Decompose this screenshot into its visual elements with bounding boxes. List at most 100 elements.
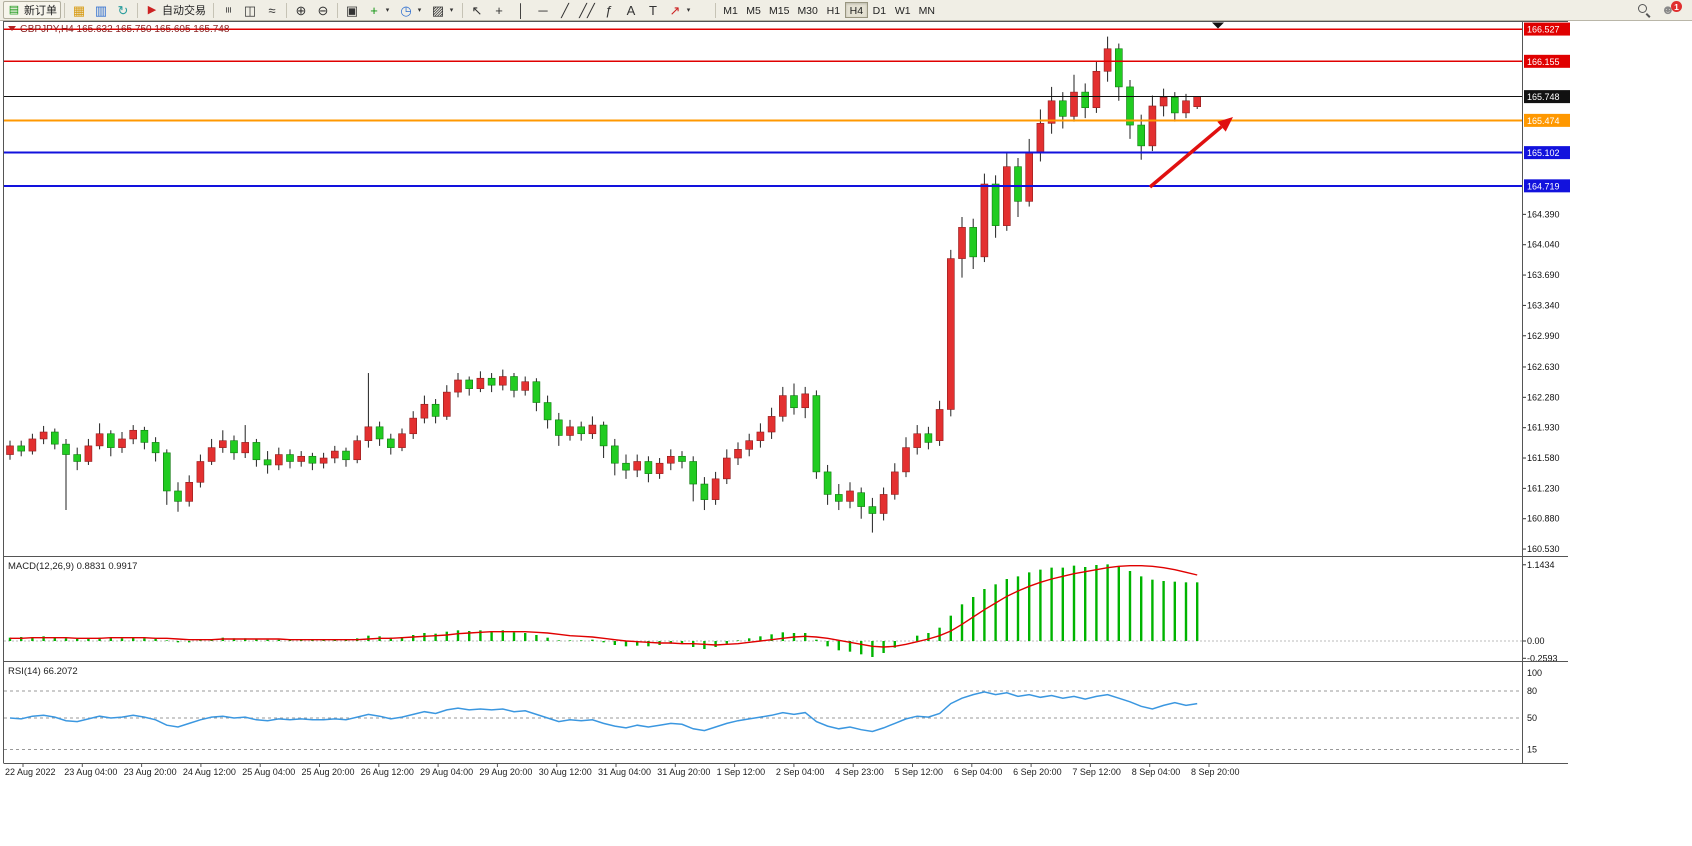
candle	[50, 431, 59, 445]
svg-text:1.1434: 1.1434	[1527, 560, 1555, 570]
chevron-down-icon: ▾	[449, 7, 454, 14]
candle	[476, 377, 485, 389]
zoom-out-button[interactable]: ⊖	[312, 1, 334, 19]
candle	[398, 433, 406, 448]
timeframe-m30-button[interactable]: M30	[793, 2, 821, 18]
profiles-button[interactable]: ▥	[90, 1, 112, 19]
tile-windows-button[interactable]: ▣	[341, 1, 363, 19]
crosshair-icon: +	[495, 2, 503, 18]
trend-arrow-annotation[interactable]	[1148, 117, 1233, 189]
channel-button[interactable]: ╱╱	[576, 1, 598, 19]
zoom-in-button[interactable]: ⊕	[290, 1, 312, 19]
crosshair-button[interactable]: +	[488, 1, 510, 19]
timeframe-h4-button[interactable]: H4	[844, 2, 868, 18]
refresh-button[interactable]: ↻	[112, 1, 134, 19]
timeframe-w1-button[interactable]: W1	[891, 2, 915, 18]
candle	[1103, 48, 1112, 72]
svg-text:161.930: 161.930	[1527, 423, 1560, 433]
vertical-line-button[interactable]: │	[510, 1, 532, 19]
candle	[778, 395, 787, 417]
candle	[375, 426, 384, 440]
horizontal-line-button[interactable]: ─	[532, 1, 554, 19]
bar-chart-button[interactable]: ≡	[217, 1, 239, 19]
candle	[420, 403, 429, 419]
toolbar-right-icons: ☻ 1	[1637, 1, 1689, 18]
candle	[599, 424, 608, 447]
support-resistance-lines[interactable]	[4, 28, 1522, 187]
candle	[1081, 91, 1089, 109]
candle	[834, 494, 843, 502]
new-order-button[interactable]: ▤ 新订单	[3, 1, 61, 19]
vertical-line-icon: │	[516, 2, 526, 18]
time-axis[interactable]: 22 Aug 2022 23 Aug 04:00 23 Aug 20:00 24 Au…	[5, 764, 1240, 777]
svg-text:8 Sep 04:00: 8 Sep 04:00	[1132, 767, 1181, 777]
toolbar-separator	[715, 2, 716, 18]
candle	[487, 377, 496, 386]
macd-label: MACD(12,26,9) 0.8831 0.9917	[8, 561, 137, 572]
candle	[1025, 152, 1033, 202]
toolbar-separator	[64, 2, 65, 18]
candle	[543, 402, 552, 421]
candle	[1171, 97, 1179, 114]
svg-text:30 Aug 12:00: 30 Aug 12:00	[539, 767, 592, 777]
candle	[207, 447, 216, 462]
text-label-button[interactable]: T	[642, 1, 664, 19]
candle	[958, 227, 966, 259]
candlestick-chart-button[interactable]: ◫	[239, 1, 261, 19]
account-button[interactable]: ☻ 1	[1661, 1, 1682, 18]
candlestick-chart-icon: ◫	[243, 2, 257, 18]
new-order-icon: ▤	[8, 3, 20, 16]
svg-text:23 Aug 20:00: 23 Aug 20:00	[124, 767, 177, 777]
candle	[185, 481, 193, 502]
price-axis-label-box	[1524, 113, 1570, 127]
svg-text:164.719: 164.719	[1527, 181, 1560, 191]
svg-text:6 Sep 20:00: 6 Sep 20:00	[1013, 767, 1062, 777]
toolbar-separator	[462, 2, 463, 18]
line-chart-button[interactable]: ≈	[261, 1, 283, 19]
candle	[230, 440, 238, 454]
candle	[62, 443, 70, 455]
candle	[163, 452, 171, 492]
candle	[140, 429, 149, 443]
candle	[610, 445, 619, 464]
candle	[498, 376, 507, 386]
timeframe-mn-button[interactable]: MN	[915, 2, 939, 18]
timeframe-m5-button[interactable]: M5	[742, 2, 765, 18]
text-icon: A	[626, 2, 636, 18]
arrow-tools-button[interactable]: ↗ ▾	[664, 1, 696, 19]
candle	[868, 506, 877, 514]
price-axis[interactable]: 164.390 164.040 163.690 163.340 162.990 162.6…	[1522, 22, 1570, 554]
svg-text:0.00: 0.00	[1527, 636, 1545, 646]
candle	[622, 462, 630, 471]
text-button[interactable]: A	[620, 1, 642, 19]
fibonacci-button[interactable]: ƒ	[598, 1, 620, 19]
candle	[1070, 91, 1078, 117]
svg-text:100: 100	[1527, 668, 1542, 678]
candle	[1047, 100, 1056, 124]
charts-grid-button[interactable]: ▦	[68, 1, 90, 19]
candle	[924, 433, 933, 443]
periods-button[interactable]: ◷ ▾	[395, 1, 427, 19]
candle	[521, 381, 530, 391]
cursor-button[interactable]: ↖	[466, 1, 488, 19]
templates-button[interactable]: ▨ ▾	[427, 1, 459, 19]
timeframe-m15-button[interactable]: M15	[765, 2, 793, 18]
search-icon[interactable]	[1637, 3, 1651, 17]
candle	[890, 471, 899, 495]
timeframe-d1-button[interactable]: D1	[868, 2, 891, 18]
svg-text:162.630: 162.630	[1527, 362, 1560, 372]
candle	[655, 462, 664, 474]
indicators-button[interactable]: + ▾	[363, 1, 395, 19]
svg-text:163.690: 163.690	[1527, 270, 1560, 280]
trendline-button[interactable]: ╱	[554, 1, 576, 19]
candle	[386, 438, 395, 448]
candle	[745, 440, 754, 450]
svg-text:25 Aug 04:00: 25 Aug 04:00	[242, 767, 295, 777]
timeframe-h1-button[interactable]: H1	[822, 2, 845, 18]
candle	[711, 478, 720, 500]
autotrade-button[interactable]: ▶ 自动交易	[141, 1, 210, 19]
timeframe-m1-button[interactable]: M1	[719, 2, 742, 18]
svg-text:22 Aug 2022: 22 Aug 2022	[5, 767, 56, 777]
chart-title: GBPJPY,H4 165.632 165.750 165.605 165.74…	[8, 24, 230, 35]
